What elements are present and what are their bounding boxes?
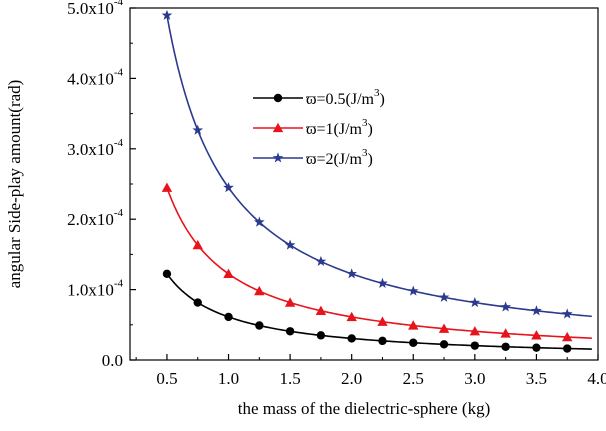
data-point: [253, 216, 265, 227]
data-point: [562, 331, 573, 342]
data-point: [285, 327, 295, 336]
series: [161, 9, 592, 319]
x-axis-label: the mass of the dielectric-sphere (kg): [238, 399, 491, 418]
data-point: [315, 305, 327, 315]
data-point: [378, 336, 387, 346]
y-axis-ticks: 0.0 1.0x10-4 2.0x10-4 3.0x10-4 4.0x10-4 5.0x1…: [67, 0, 136, 370]
legend-entry: ϖ=2(J/m3): [253, 147, 373, 168]
data-point: [192, 124, 204, 135]
series-line: [166, 15, 592, 318]
data-point: [470, 341, 480, 350]
data-point: [162, 269, 172, 279]
plot-frame: [129, 7, 599, 361]
data-point: [500, 301, 511, 312]
data-point: [377, 316, 388, 326]
data-point: [316, 331, 326, 340]
x-tick-label: 2.5: [403, 369, 424, 388]
data-point: [408, 320, 419, 330]
x-tick-label: 1.5: [279, 369, 300, 388]
data-point: [347, 334, 356, 343]
x-tick-label: 1.0: [218, 369, 239, 388]
data-point: [469, 326, 481, 336]
y-tick-label: 5.0x10-4: [67, 0, 123, 18]
data-point: [255, 321, 264, 330]
y-tick-label: 4.0x10-4: [67, 66, 123, 88]
data-point: [192, 239, 203, 250]
series: [162, 269, 592, 353]
data-point: [193, 298, 202, 307]
data-point: [377, 277, 388, 288]
data-point: [438, 323, 450, 333]
data-point: [272, 152, 284, 163]
y-tick-label: 1.0x10-4: [67, 278, 123, 300]
x-tick-label: 3.5: [526, 369, 547, 388]
data-point: [272, 122, 284, 133]
data-point: [254, 285, 265, 296]
legend-label: ϖ=0.5(J/m3): [306, 87, 385, 108]
x-axis-ticks: 0.5 1.0 1.5 2.0 2.5 3.0 3.5 4.0: [135, 354, 606, 388]
data-point: [561, 308, 573, 319]
y-tick-label: 0.0: [102, 351, 123, 370]
data-point: [284, 239, 296, 250]
legend-label: ϖ=2(J/m3): [306, 147, 373, 168]
x-tick-label: 4.0: [587, 369, 606, 388]
legend-entry: ϖ=0.5(J/m3): [253, 87, 385, 108]
data-point: [531, 305, 542, 316]
data-point: [224, 312, 233, 322]
series-layer: [161, 9, 592, 353]
data-point: [532, 343, 541, 352]
data-point: [223, 268, 234, 278]
y-axis-label: angular Side-play amount(rad): [5, 80, 24, 289]
data-point: [409, 338, 418, 347]
y-tick-label: 3.0x10-4: [67, 137, 123, 159]
series: [161, 182, 592, 342]
y-tick-label: 2.0x10-4: [67, 207, 123, 229]
series-line: [166, 273, 592, 350]
data-point: [563, 344, 572, 353]
data-point: [501, 342, 510, 351]
x-tick-label: 3.0: [464, 369, 485, 388]
x-tick-label: 2.0: [341, 369, 362, 388]
data-point: [407, 285, 419, 296]
legend-label: ϖ=1(J/m3): [306, 117, 373, 138]
data-point: [346, 311, 357, 322]
data-point: [500, 328, 511, 338]
legend-entry: ϖ=1(J/m3): [253, 117, 373, 138]
data-point: [161, 182, 173, 192]
data-point: [469, 296, 481, 308]
data-point: [273, 93, 283, 103]
x-tick-label: 0.5: [156, 369, 177, 388]
legend: ϖ=0.5(J/m3) ϖ=1(J/m3) ϖ=2(J/m3): [253, 87, 385, 168]
data-point: [161, 9, 173, 20]
data-point: [346, 268, 358, 279]
data-point: [315, 255, 327, 267]
series-line: [166, 187, 592, 339]
data-point: [284, 297, 296, 307]
data-point: [439, 340, 449, 349]
data-point: [223, 182, 234, 193]
data-point: [438, 291, 450, 302]
data-point: [531, 330, 542, 340]
